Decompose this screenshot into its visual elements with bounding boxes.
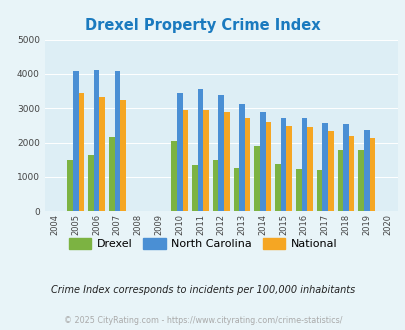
Bar	[316, 170, 322, 211]
Text: Drexel Property Crime Index: Drexel Property Crime Index	[85, 18, 320, 33]
Bar	[348, 136, 354, 211]
Bar	[244, 117, 250, 211]
Bar	[265, 122, 271, 211]
Bar	[233, 168, 239, 211]
Bar	[327, 131, 333, 211]
Bar	[280, 117, 286, 211]
Bar	[120, 100, 126, 211]
Bar	[109, 137, 114, 211]
Bar	[197, 89, 203, 211]
Bar	[73, 71, 79, 211]
Bar	[88, 154, 94, 211]
Bar	[342, 124, 348, 211]
Bar	[301, 117, 307, 211]
Bar	[218, 95, 224, 211]
Bar	[254, 146, 259, 211]
Bar	[307, 127, 312, 211]
Bar	[295, 169, 301, 211]
Bar	[212, 160, 218, 211]
Legend: Drexel, North Carolina, National: Drexel, North Carolina, National	[64, 233, 341, 253]
Bar	[363, 129, 369, 211]
Bar	[177, 93, 182, 211]
Bar	[337, 150, 342, 211]
Bar	[322, 123, 327, 211]
Bar	[275, 164, 280, 211]
Bar	[369, 138, 374, 211]
Bar	[94, 71, 99, 211]
Bar	[224, 112, 229, 211]
Bar	[79, 93, 84, 211]
Bar	[192, 165, 197, 211]
Bar	[358, 150, 363, 211]
Bar	[259, 112, 265, 211]
Bar	[182, 110, 188, 211]
Text: © 2025 CityRating.com - https://www.cityrating.com/crime-statistics/: © 2025 CityRating.com - https://www.city…	[64, 316, 341, 325]
Bar	[203, 110, 209, 211]
Text: Crime Index corresponds to incidents per 100,000 inhabitants: Crime Index corresponds to incidents per…	[51, 285, 354, 295]
Bar	[67, 160, 73, 211]
Bar	[99, 97, 105, 211]
Bar	[239, 105, 244, 211]
Bar	[114, 71, 120, 211]
Bar	[171, 141, 177, 211]
Bar	[286, 126, 291, 211]
